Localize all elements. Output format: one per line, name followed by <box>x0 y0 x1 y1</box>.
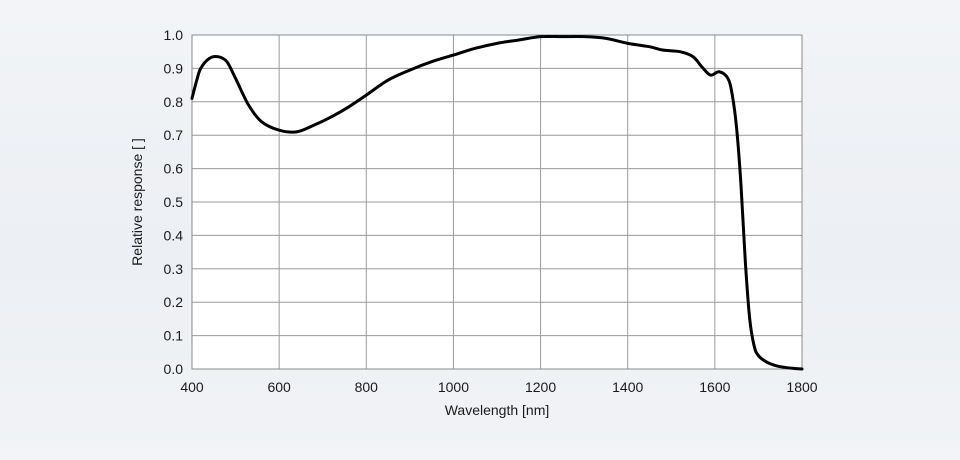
y-tick-label: 0.7 <box>164 127 184 143</box>
x-axis-label: Wavelength [nm] <box>445 402 550 418</box>
y-tick-label: 1.0 <box>164 27 184 43</box>
x-tick-label: 800 <box>355 379 379 395</box>
x-tick-label: 1000 <box>438 379 469 395</box>
x-tick-label: 400 <box>180 379 204 395</box>
y-tick-label: 0.3 <box>164 261 184 277</box>
y-tick-label: 0.2 <box>164 294 184 310</box>
y-tick-label: 0.0 <box>164 361 184 377</box>
y-tick-label: 0.6 <box>164 161 184 177</box>
x-tick-labels: 400 600 800 1000 1200 1400 1600 1800 <box>180 379 817 395</box>
y-tick-label: 0.4 <box>164 227 184 243</box>
x-tick-label: 1200 <box>525 379 556 395</box>
x-tick-label: 1800 <box>786 379 817 395</box>
x-tick-label: 1600 <box>699 379 730 395</box>
y-tick-label: 0.5 <box>164 194 184 210</box>
y-tick-label: 0.9 <box>164 60 184 76</box>
x-tick-label: 600 <box>267 379 291 395</box>
y-tick-label: 0.8 <box>164 94 184 110</box>
y-tick-labels: 0.0 0.1 0.2 0.3 0.4 0.5 0.6 0.7 0.8 0.9 1.0 <box>164 27 184 377</box>
y-tick-label: 0.1 <box>164 328 184 344</box>
plot-frame <box>191 34 803 370</box>
response-curve <box>190 34 804 371</box>
x-tick-label: 1400 <box>612 379 643 395</box>
y-axis-label: Relative response [ ] <box>129 138 145 266</box>
